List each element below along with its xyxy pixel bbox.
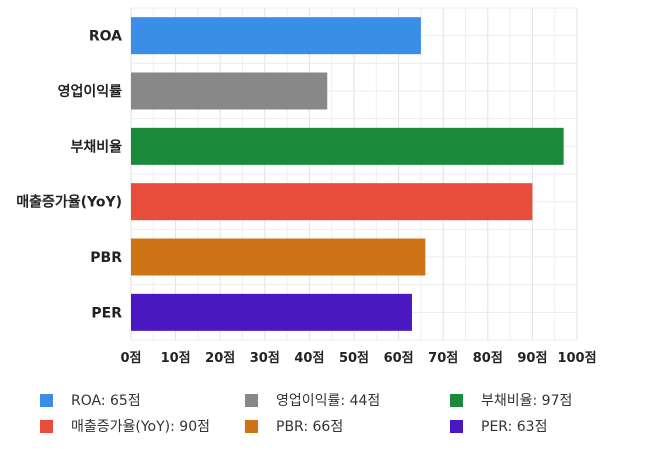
bar [131, 293, 412, 331]
legend-swatch [40, 419, 53, 433]
category-label: ROA [89, 29, 122, 45]
legend-swatch [450, 393, 463, 407]
legend-swatch [450, 419, 463, 433]
legend-label: 매출증가율(YoY): 90점 [71, 419, 210, 435]
legend-item: PER: 63점 [450, 416, 547, 436]
legend-label: 부채비율: 97점 [481, 393, 573, 409]
legend-label: PBR: 66점 [276, 419, 344, 435]
x-tick-label: 30점 [250, 351, 280, 366]
chart-grid [130, 7, 578, 341]
bar [131, 127, 564, 165]
legend-item: 영업이익률: 44점 [245, 390, 380, 410]
x-tick-label: 70점 [428, 351, 458, 366]
bar [131, 238, 426, 276]
legend-swatch [245, 419, 258, 433]
x-tick-label: 0점 [120, 351, 141, 366]
category-label: PBR [90, 250, 122, 266]
x-tick-label: 60점 [384, 351, 414, 366]
x-tick-label: 100점 [557, 351, 596, 366]
legend-label: PER: 63점 [481, 419, 548, 435]
x-tick-label: 80점 [473, 351, 503, 366]
category-label: PER [91, 305, 122, 321]
legend-label: 영업이익률: 44점 [276, 393, 381, 409]
legend-item: ROA: 65점 [40, 390, 141, 410]
legend-swatch [245, 393, 258, 407]
bar [131, 183, 533, 221]
bar [131, 72, 328, 110]
x-tick-label: 90점 [517, 351, 547, 366]
x-tick-label: 10점 [161, 351, 191, 366]
category-label: 매출증가율(YoY) [16, 194, 122, 211]
legend-item: 매출증가율(YoY): 90점 [40, 416, 210, 436]
category-label: 부채비율 [70, 138, 122, 155]
legend-swatch [40, 393, 53, 407]
chart-bars [131, 17, 564, 331]
x-tick-label: 20점 [205, 351, 235, 366]
x-tick-label: 50점 [339, 351, 369, 366]
legend-item: PBR: 66점 [245, 416, 343, 436]
legend-item: 부채비율: 97점 [450, 390, 572, 410]
x-tick-label: 40점 [294, 351, 324, 366]
x-tick-labels: 0점 10점 20점 30점 40점 50점 60점 70점 80점 90점 100점 [120, 351, 596, 366]
category-label: 영업이익률 [58, 83, 123, 100]
legend-label: ROA: 65점 [71, 393, 141, 409]
bar [131, 17, 421, 55]
